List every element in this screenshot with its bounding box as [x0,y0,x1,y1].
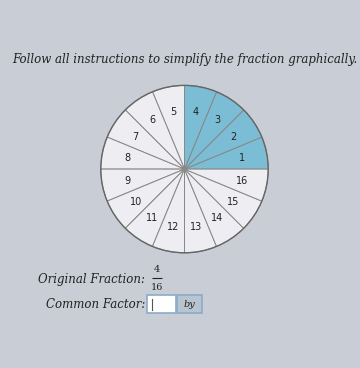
FancyBboxPatch shape [177,296,202,314]
Text: 11: 11 [146,213,158,223]
Text: 12: 12 [167,222,179,231]
Text: 4: 4 [193,107,199,117]
Wedge shape [125,92,185,169]
Wedge shape [185,110,262,169]
Wedge shape [153,169,185,253]
Text: 13: 13 [190,222,202,231]
Wedge shape [107,110,185,169]
Text: 6: 6 [149,116,155,125]
Wedge shape [185,169,262,228]
Text: 10: 10 [130,197,142,207]
Text: 1: 1 [239,153,245,163]
Text: 16: 16 [150,283,163,292]
Text: 9: 9 [124,176,130,185]
Wedge shape [153,85,185,169]
Wedge shape [184,169,216,253]
Wedge shape [101,137,185,169]
Wedge shape [101,169,185,201]
Text: 15: 15 [227,197,239,207]
Wedge shape [185,169,244,247]
FancyBboxPatch shape [147,296,176,314]
Text: 8: 8 [124,153,130,163]
Text: Original Fraction:: Original Fraction: [39,273,145,286]
Wedge shape [125,169,185,247]
Text: 3: 3 [214,116,220,125]
Wedge shape [185,85,216,169]
Text: 7: 7 [132,131,139,142]
Text: 5: 5 [170,107,176,117]
Text: Common Factor:: Common Factor: [46,298,145,311]
Wedge shape [185,92,244,169]
Text: by: by [184,300,195,309]
Text: Follow all instructions to simplify the fraction graphically.: Follow all instructions to simplify the … [12,53,357,66]
Text: 14: 14 [211,213,223,223]
Text: 16: 16 [236,176,248,185]
Wedge shape [185,169,268,201]
Text: 4: 4 [153,265,160,274]
Wedge shape [185,137,268,169]
Wedge shape [107,169,185,228]
Text: 2: 2 [230,131,237,142]
